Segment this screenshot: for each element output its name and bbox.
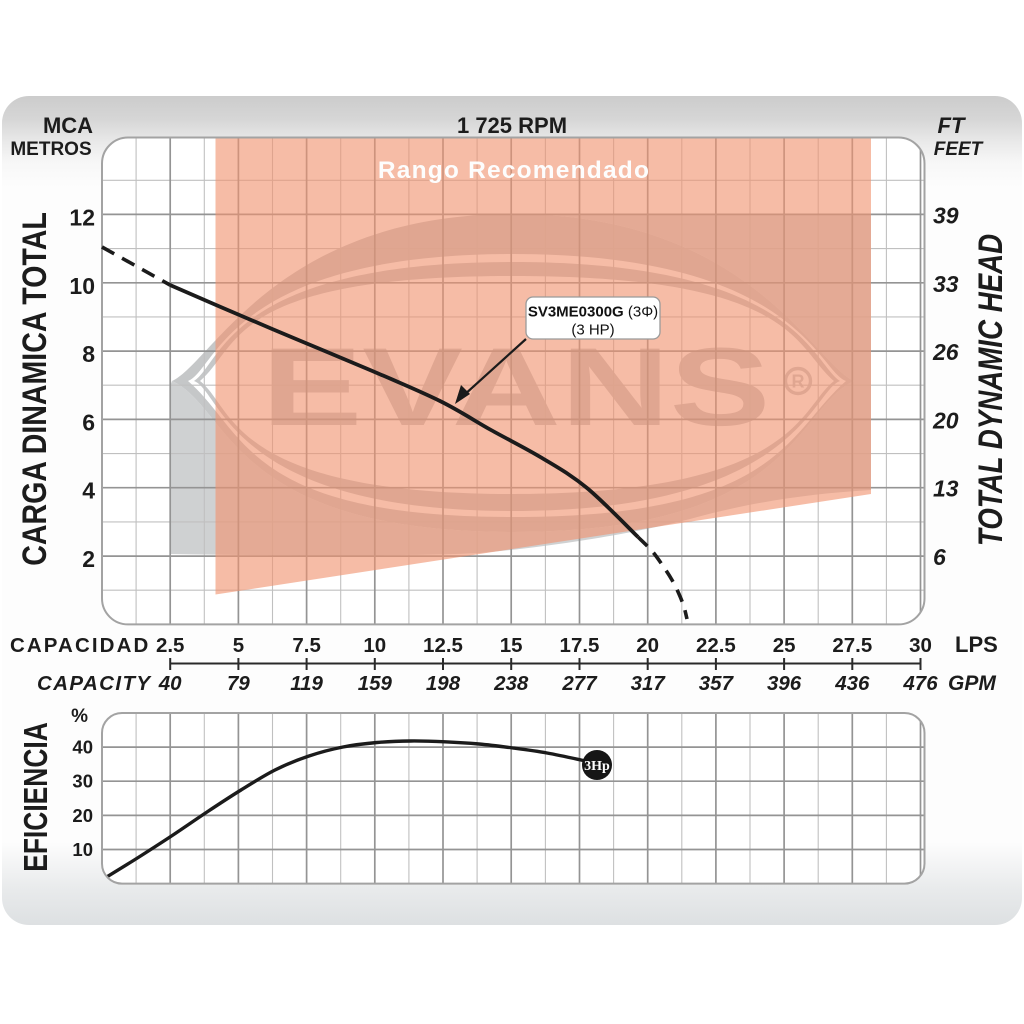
svg-text:17.5: 17.5 bbox=[560, 634, 600, 657]
svg-text:10: 10 bbox=[363, 634, 386, 657]
svg-text:10: 10 bbox=[69, 273, 95, 299]
svg-text:20: 20 bbox=[72, 805, 93, 826]
svg-text:10: 10 bbox=[72, 839, 93, 860]
svg-text:396: 396 bbox=[767, 672, 802, 695]
svg-text:20: 20 bbox=[932, 407, 959, 433]
svg-text:39: 39 bbox=[933, 202, 959, 228]
svg-text:198: 198 bbox=[426, 672, 461, 695]
svg-text:7.5: 7.5 bbox=[292, 634, 321, 657]
svg-text:MCA: MCA bbox=[43, 113, 93, 138]
svg-text:15: 15 bbox=[500, 634, 523, 657]
svg-text:25: 25 bbox=[773, 634, 796, 657]
svg-text:8: 8 bbox=[82, 341, 95, 367]
svg-text:20: 20 bbox=[636, 634, 659, 657]
svg-text:%: % bbox=[71, 706, 88, 727]
svg-text:CAPACIDAD: CAPACIDAD bbox=[10, 634, 150, 657]
svg-text:2.5: 2.5 bbox=[156, 634, 185, 657]
svg-text:6: 6 bbox=[82, 409, 95, 435]
svg-text:LPS: LPS bbox=[955, 632, 998, 657]
svg-text:FEET: FEET bbox=[934, 139, 984, 160]
svg-text:4: 4 bbox=[82, 478, 95, 504]
svg-text:FT: FT bbox=[938, 113, 966, 138]
svg-text:(3 HP): (3 HP) bbox=[571, 322, 614, 339]
svg-text:CAPACITY: CAPACITY bbox=[37, 672, 152, 695]
svg-text:6: 6 bbox=[933, 544, 946, 570]
svg-text:33: 33 bbox=[933, 271, 959, 297]
svg-text:476: 476 bbox=[902, 672, 938, 695]
svg-text:EFICIENCIA: EFICIENCIA bbox=[18, 722, 54, 872]
svg-text:238: 238 bbox=[493, 672, 529, 695]
svg-text:30: 30 bbox=[909, 634, 932, 657]
svg-text:27.5: 27.5 bbox=[832, 634, 872, 657]
svg-text:26: 26 bbox=[932, 339, 959, 365]
svg-text:GPM: GPM bbox=[948, 672, 996, 695]
svg-text:357: 357 bbox=[699, 672, 735, 695]
svg-text:SV3ME0300G (3Φ): SV3ME0300G (3Φ) bbox=[528, 304, 658, 321]
svg-text:317: 317 bbox=[631, 672, 667, 695]
svg-text:436: 436 bbox=[834, 672, 870, 695]
svg-text:12.5: 12.5 bbox=[423, 634, 463, 657]
svg-text:30: 30 bbox=[72, 771, 93, 792]
svg-text:159: 159 bbox=[358, 672, 393, 695]
svg-text:1 725 RPM: 1 725 RPM bbox=[457, 113, 567, 138]
svg-text:79: 79 bbox=[227, 672, 250, 695]
svg-text:12: 12 bbox=[69, 204, 95, 230]
svg-text:40: 40 bbox=[158, 672, 182, 695]
svg-text:13: 13 bbox=[933, 476, 959, 502]
svg-text:5: 5 bbox=[233, 634, 244, 657]
svg-text:277: 277 bbox=[561, 672, 598, 695]
svg-text:2: 2 bbox=[82, 546, 95, 572]
svg-text:3Hp: 3Hp bbox=[584, 759, 610, 774]
svg-text:Rango Recomendado: Rango Recomendado bbox=[378, 157, 650, 184]
svg-text:22.5: 22.5 bbox=[696, 634, 736, 657]
svg-text:40: 40 bbox=[72, 737, 93, 758]
svg-text:METROS: METROS bbox=[10, 139, 91, 160]
svg-text:CARGA DINAMICA TOTAL: CARGA DINAMICA TOTAL bbox=[16, 212, 54, 566]
svg-text:119: 119 bbox=[290, 672, 323, 695]
svg-text:TOTAL DYNAMIC HEAD: TOTAL DYNAMIC HEAD bbox=[971, 234, 1009, 546]
